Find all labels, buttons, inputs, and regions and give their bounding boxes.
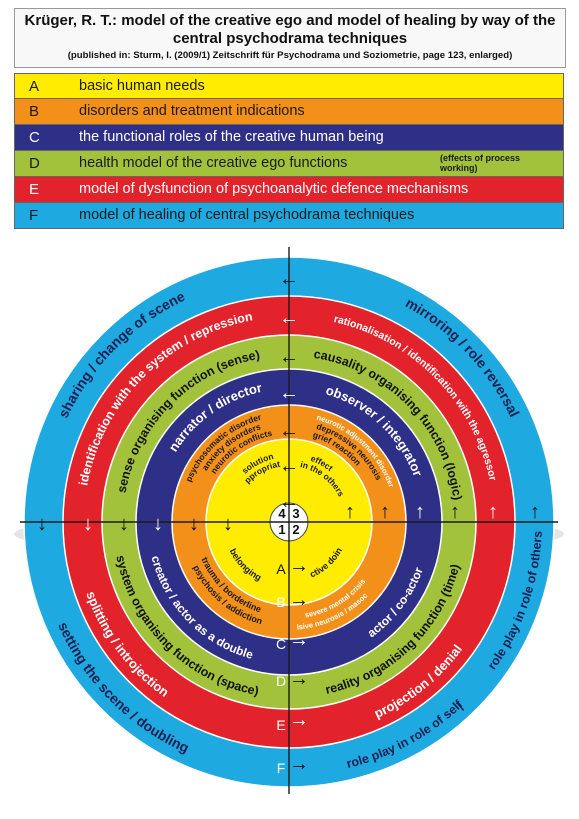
arrow-top-e: ← — [279, 307, 299, 329]
arrow-top-c: ← — [279, 382, 299, 404]
legend-key: C — [29, 129, 40, 146]
center-number: 2 — [292, 522, 299, 537]
ring-letter-f: F — [277, 760, 286, 776]
arrow-right-c: ↑ — [415, 501, 425, 523]
title-box: Krüger, R. T.: model of the creative ego… — [14, 8, 566, 68]
arrow-top-a: ← — [279, 455, 299, 477]
ring-letter-c: C — [276, 636, 286, 652]
arrow-bottom-a: → — [289, 555, 309, 577]
legend-text: model of dysfunction of psychoanalytic d… — [79, 181, 469, 197]
legend-text: disorders and treatment indications — [79, 103, 305, 119]
arrow-center: ← — [279, 491, 299, 513]
legend-key: B — [29, 103, 40, 120]
arrow-left-a: ↓ — [223, 513, 233, 535]
arrow-left-f: ↓ — [37, 513, 47, 535]
publication-note: (published in: Sturm, I. (2009/1) Zeitsc… — [67, 50, 513, 61]
page-title: Krüger, R. T.: model of the creative ego… — [24, 12, 556, 47]
center-number: 1 — [278, 522, 285, 537]
arrow-bottom-e: → — [289, 709, 309, 731]
arrow-left-c: ↓ — [153, 513, 163, 535]
arrow-bottom-c: → — [289, 629, 309, 651]
legend-text: model of healing of central psychodrama … — [79, 207, 415, 223]
arrow-left-d: ↓ — [119, 513, 129, 535]
legend-key: F — [29, 207, 39, 224]
arrow-right-f: ↑ — [530, 501, 540, 523]
legend-key: D — [29, 155, 40, 172]
ring-letter-a: A — [276, 561, 286, 577]
arrow-top-d: ← — [279, 346, 299, 368]
ring-letter-d: D — [276, 673, 286, 689]
arrow-top-f: ← — [279, 268, 299, 290]
arrow-left-e: ↓ — [83, 513, 93, 535]
arrow-bottom-d: → — [289, 668, 309, 690]
arrow-right-a: ↑ — [345, 501, 355, 523]
legend-text: basic human needs — [79, 78, 205, 94]
arrow-bottom-f: → — [289, 753, 309, 775]
legend-key: A — [29, 78, 40, 95]
legend-text: the functional roles of the creative hum… — [79, 129, 384, 145]
center-number: 4 — [278, 506, 286, 521]
arrow-right-d: ↑ — [450, 501, 460, 523]
legend-text: health model of the creative ego functio… — [79, 155, 348, 171]
ring-letter-b: B — [276, 594, 285, 610]
arrow-right-e: ↑ — [488, 501, 498, 523]
legend-key: E — [29, 181, 40, 198]
arrow-right-b: ↑ — [380, 501, 390, 523]
ring-letter-e: E — [276, 717, 285, 733]
arrow-top-b: ← — [279, 420, 299, 442]
center-number: 3 — [292, 506, 299, 521]
arrow-left-b: ↓ — [189, 513, 199, 535]
arrow-bottom-b: → — [289, 589, 309, 611]
legend-note: (effects of process working) — [440, 153, 521, 173]
